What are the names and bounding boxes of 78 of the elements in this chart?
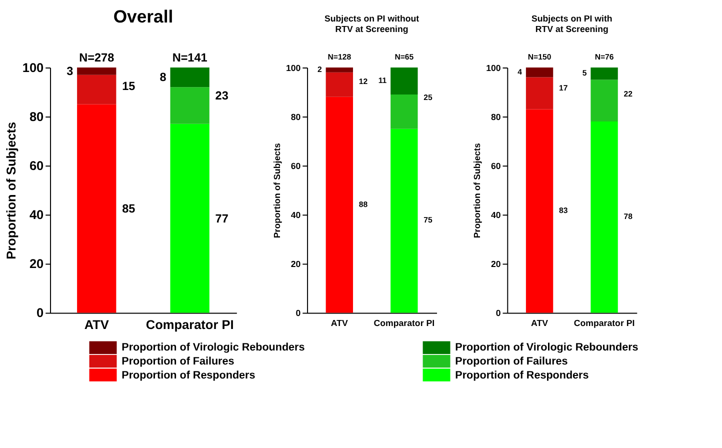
y-tick-label: 0	[296, 308, 301, 318]
y-axis-title: Proportion of Subjects	[472, 143, 482, 238]
annotation: 5	[582, 68, 588, 78]
x-tick-label: Comparator PI	[574, 318, 635, 328]
y-axis-title: Proportion of Subjects	[272, 143, 282, 238]
x-tick-label: Comparator PI	[374, 318, 435, 328]
bar	[390, 68, 418, 94]
x-tick-label: ATV	[531, 318, 548, 328]
bar	[77, 68, 116, 75]
annotation: 12	[358, 77, 368, 86]
text: N=150	[528, 52, 552, 62]
annotation: 77	[215, 212, 229, 226]
bar	[170, 124, 210, 313]
bar	[77, 74, 116, 104]
bar	[326, 72, 354, 97]
y-tick-label: 80	[290, 112, 301, 122]
legend-label: Proportion of Responders	[455, 369, 589, 382]
legend-label: Proportion of Virologic Rebounders	[122, 342, 305, 354]
legend-label: Proportion of Failures	[122, 356, 234, 368]
chart-title: Subjects on PI with RTV at Screening	[532, 13, 612, 34]
bar	[590, 68, 618, 80]
y-tick-label: 100	[486, 62, 501, 73]
y-axis-title: Proportion of Subjects	[4, 122, 19, 260]
y-tick-label: 100	[22, 60, 44, 75]
bar	[590, 80, 618, 122]
annotation: 23	[215, 90, 229, 103]
annotation: 83	[559, 206, 568, 215]
bar	[526, 109, 554, 313]
annotation: 78	[624, 212, 634, 222]
y-tick-label: 0	[36, 305, 44, 320]
y-tick-label: 60	[29, 158, 44, 174]
annotation: 22	[624, 89, 634, 98]
bar	[390, 94, 418, 129]
y-tick-label: 20	[490, 259, 501, 270]
legend-label: Proportion of Responders	[122, 369, 256, 382]
annotation: 25	[424, 93, 433, 102]
legend-label: Proportion of Virologic Rebounders	[455, 342, 638, 354]
y-tick-label: 40	[290, 210, 301, 220]
y-tick-label: 100	[286, 62, 301, 73]
y-tick-label: 80	[29, 108, 44, 124]
annotation: 2	[318, 64, 323, 74]
annotation: 4	[518, 67, 523, 76]
text: N=128	[328, 52, 352, 62]
y-tick-label: 60	[290, 161, 301, 172]
text: N=65	[394, 52, 414, 62]
y-tick-label: 40	[490, 210, 501, 220]
y-tick-label: 60	[490, 161, 501, 172]
annotation: 15	[122, 80, 136, 93]
x-tick-label: Comparator PI	[146, 316, 234, 332]
annotation: 85	[122, 202, 136, 216]
bar	[526, 77, 554, 110]
annotation: 3	[66, 65, 74, 78]
text: N=141	[172, 52, 208, 65]
bar	[326, 96, 354, 313]
y-tick-label: 0	[496, 308, 501, 318]
annotation: 17	[559, 83, 568, 92]
y-tick-label: 20	[290, 259, 301, 270]
bar	[170, 68, 210, 88]
bar	[326, 68, 354, 72]
bar	[170, 87, 210, 124]
y-tick-label: 40	[29, 207, 44, 222]
bar	[590, 121, 618, 313]
bar	[390, 128, 418, 313]
text: N=278	[79, 52, 115, 65]
chart-title: Subjects on PI without RTV at Screening	[324, 13, 420, 34]
bar	[77, 104, 116, 313]
annotation: 88	[358, 200, 368, 209]
legend-label: Proportion of Failures	[455, 356, 568, 368]
annotation: 11	[378, 76, 388, 85]
chart-title: Overall	[113, 6, 174, 26]
annotation: 8	[160, 71, 167, 84]
x-tick-label: ATV	[330, 318, 348, 328]
x-tick-label: ATV	[84, 316, 110, 332]
y-tick-label: 20	[29, 256, 44, 272]
y-tick-label: 80	[490, 112, 501, 122]
annotation: 75	[424, 216, 433, 225]
text: N=76	[594, 52, 614, 62]
bar	[526, 68, 554, 78]
